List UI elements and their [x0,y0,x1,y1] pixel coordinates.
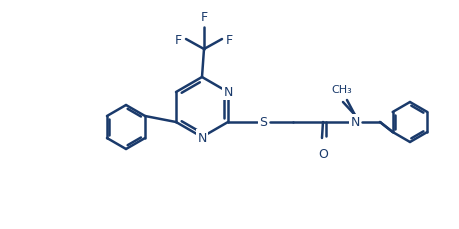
Text: N: N [350,116,360,129]
Text: O: O [318,147,328,160]
Text: F: F [175,33,182,46]
Text: N: N [223,86,233,99]
Text: S: S [259,116,267,129]
Text: N: N [197,131,207,144]
Text: F: F [226,33,233,46]
Text: CH₃: CH₃ [331,85,353,95]
Text: F: F [201,11,207,24]
